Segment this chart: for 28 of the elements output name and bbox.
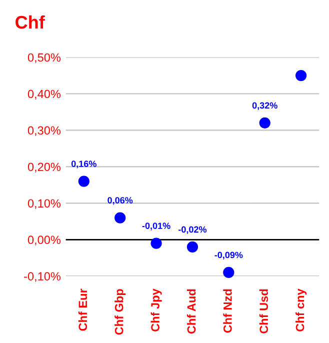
x-tick-label: Chf cny <box>296 288 307 332</box>
y-tick-label: 0,30% <box>28 126 61 136</box>
point <box>186 241 198 253</box>
point <box>78 176 90 187</box>
x-tick-label: Chf Eur <box>78 288 88 331</box>
x-tick-label: Chf Gbp <box>114 289 126 335</box>
point <box>150 238 162 249</box>
data-label: 0,06% <box>108 197 133 205</box>
point <box>259 117 270 128</box>
chart-title: Chf <box>16 15 45 29</box>
point <box>114 212 126 224</box>
y-tick-label: 0,40% <box>28 90 61 100</box>
point <box>295 70 307 82</box>
y-tick-label: 0,00% <box>28 236 61 246</box>
data-label: -0,09% <box>214 252 243 260</box>
x-tick-label: Chf Nzd <box>223 289 232 333</box>
y-tick-label: 0,50% <box>28 53 61 64</box>
data-label: -0,01% <box>142 222 170 230</box>
data-label: 0,16% <box>71 160 96 168</box>
y-tick-label: 0,10% <box>28 199 61 209</box>
y-tick-label: -0,10% <box>24 272 61 282</box>
x-tick-label: Chf Aud <box>186 289 196 334</box>
x-tick-label: Chf Jpy <box>150 288 162 332</box>
y-tick-label: 0,20% <box>28 162 61 172</box>
data-label: -0,02% <box>178 226 207 234</box>
point <box>223 266 234 278</box>
data-label: 0,32% <box>252 102 278 110</box>
x-tick-label: Chf Usd <box>259 289 268 334</box>
